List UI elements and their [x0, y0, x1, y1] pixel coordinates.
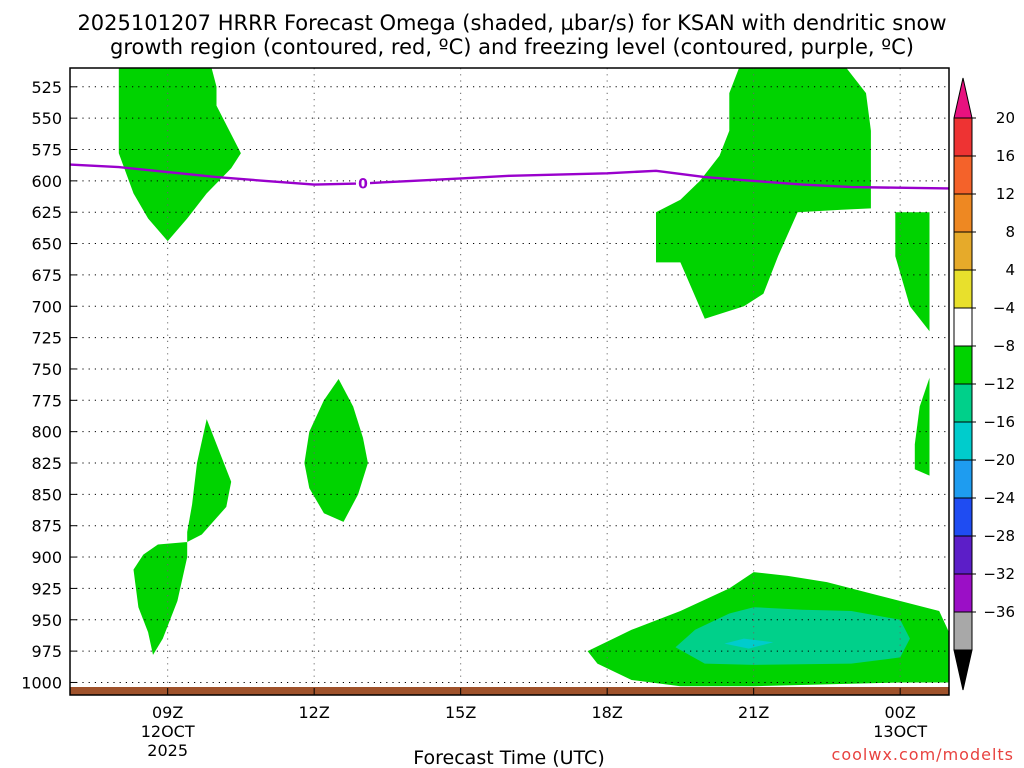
freezing-level-contour: 0 [70, 163, 949, 192]
y-tick-label: 700 [31, 297, 62, 316]
colorbar-bottom-arrow [953, 649, 973, 691]
y-tick-label: 800 [31, 423, 62, 442]
chart-title-line-1: 2025101207 HRRR Forecast Omega (shaded, … [77, 11, 946, 35]
omega-region-3 [895, 212, 930, 332]
omega-region-8 [675, 607, 910, 665]
x-tick-year-label: 2025 [147, 741, 188, 760]
y-tick-label: 550 [31, 109, 62, 128]
y-tick-label: 575 [31, 141, 62, 160]
chart-title-line-2: growth region (contoured, red, ºC) and f… [110, 35, 914, 59]
colorbar-label: 12 [996, 185, 1015, 203]
x-tick-label: 09Z [152, 703, 183, 722]
colorbar-label: −20 [983, 451, 1015, 469]
omega-region-2 [656, 68, 871, 319]
colorbar-bin [953, 193, 973, 233]
colorbar-label: 4 [1005, 261, 1015, 279]
colorbar-bin [953, 497, 973, 537]
omega-region-9 [724, 638, 774, 649]
omega-region-6 [133, 419, 232, 655]
colorbar-label: 16 [996, 147, 1015, 165]
omega-region-5 [304, 379, 368, 522]
y-tick-label: 850 [31, 485, 62, 504]
colorbar-bin [953, 345, 973, 385]
colorbar-label: −28 [983, 527, 1015, 545]
y-tick-label: 950 [31, 611, 62, 630]
plot-area: 0 [70, 68, 949, 695]
y-tick-label: 925 [31, 579, 62, 598]
plot-frame [69, 67, 950, 696]
colorbar-top-arrow [953, 77, 973, 119]
y-tick-label: 1000 [21, 673, 62, 692]
colorbar-bin [953, 459, 973, 499]
colorbar-label: −4 [993, 299, 1015, 317]
y-tick-label: 525 [31, 78, 62, 97]
x-tick-date-label: 12OCT [141, 722, 195, 741]
colorbar-bin [953, 383, 973, 423]
y-tick-label: 775 [31, 391, 62, 410]
x-tick-label: 21Z [738, 703, 769, 722]
colorbar-label: −8 [993, 337, 1015, 355]
x-tick-label: 18Z [592, 703, 623, 722]
colorbar-bin [953, 421, 973, 461]
y-tick-label: 600 [31, 172, 62, 191]
x-tick-label: 00Z [885, 703, 916, 722]
y-tick-label: 650 [31, 235, 62, 254]
omega-region-0 [118, 68, 241, 242]
y-tick-label: 875 [31, 517, 62, 536]
plot-grid [70, 68, 949, 695]
colorbar-label: −24 [983, 489, 1015, 507]
freezing-level-line [70, 163, 949, 190]
colorbar-label: −36 [983, 603, 1015, 621]
colorbar-bin [953, 307, 973, 347]
y-tick-label: 975 [31, 642, 62, 661]
terrain-bar [70, 687, 949, 695]
colorbar-bin [953, 155, 973, 195]
x-axis-title: Forecast Time (UTC) [413, 747, 604, 768]
colorbar-label: 20 [996, 109, 1015, 127]
y-tick-label: 675 [31, 266, 62, 285]
omega-colorbar: 20 16 12 8 4 −4 −8 −12 −16 −20 −24 −28 −32 −36 [953, 77, 1015, 691]
y-tick-label: 750 [31, 360, 62, 379]
colorbar-bin [953, 231, 973, 271]
x-tick-label: 12Z [299, 703, 330, 722]
colorbar-bin [953, 611, 973, 651]
colorbar-bin [953, 269, 973, 309]
x-tick-date-label: 13OCT [873, 722, 927, 741]
colorbar-label: −16 [983, 413, 1015, 431]
contour-label-bg [356, 174, 370, 192]
colorbar-bin [953, 535, 973, 575]
credit-text: coolwx.com/modelts [832, 745, 1014, 764]
y-axis-ticks: 525 550 575 600 625 650 675 700 725 750 775 800 825 8… [21, 78, 77, 692]
omega-region-4 [914, 377, 930, 476]
colorbar-bin [953, 117, 973, 157]
colorbar-label: −12 [983, 375, 1015, 393]
y-tick-label: 900 [31, 548, 62, 567]
freezing-level-label: 0 [358, 176, 368, 192]
omega-shaded-regions [118, 68, 949, 687]
colorbar-label: −32 [983, 565, 1015, 583]
y-tick-label: 725 [31, 329, 62, 348]
y-tick-label: 625 [31, 203, 62, 222]
colorbar-label: 8 [1005, 223, 1015, 241]
x-tick-label: 15Z [445, 703, 476, 722]
y-tick-label: 825 [31, 454, 62, 473]
colorbar-bin [953, 573, 973, 613]
omega-region-1 [167, 68, 217, 106]
